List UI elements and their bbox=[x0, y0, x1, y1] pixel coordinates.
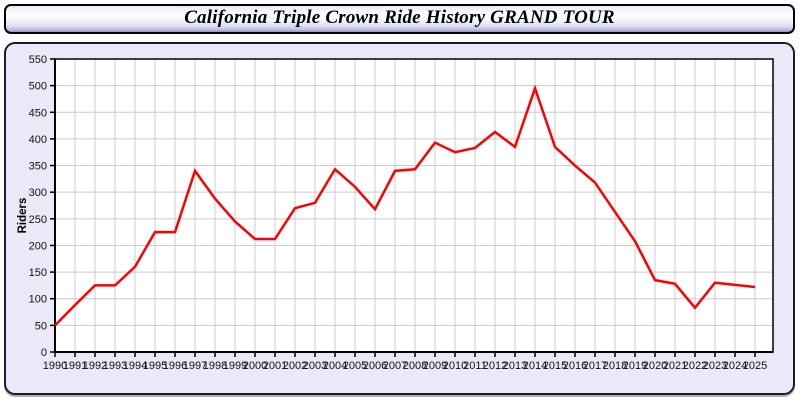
x-tick-label: 2016 bbox=[563, 360, 587, 372]
riders-series-line bbox=[54, 84, 756, 327]
x-tick-label: 1995 bbox=[143, 360, 167, 372]
y-tick-label: 450 bbox=[29, 107, 47, 119]
y-tick-label: 200 bbox=[29, 240, 47, 252]
x-tick-label: 1998 bbox=[203, 360, 227, 372]
x-tick-label: 2004 bbox=[323, 360, 347, 372]
x-tick-label: 2013 bbox=[503, 360, 527, 372]
x-tick-label: 1990 bbox=[43, 360, 67, 372]
y-tick-label: 250 bbox=[29, 214, 47, 226]
x-tick-label: 1996 bbox=[163, 360, 187, 372]
x-tick-label: 1999 bbox=[223, 360, 247, 372]
x-tick-label: 1992 bbox=[83, 360, 107, 372]
y-tick-label: 400 bbox=[29, 134, 47, 146]
y-tick-label: 350 bbox=[29, 161, 47, 173]
chart-title: California Triple Crown Ride History GRA… bbox=[184, 7, 615, 28]
x-tick-label: 2007 bbox=[383, 360, 407, 372]
x-tick-label: 2003 bbox=[303, 360, 327, 372]
x-tick-label: 1997 bbox=[183, 360, 207, 372]
y-axis-label: Riders bbox=[17, 198, 29, 234]
x-tick-label: 1991 bbox=[63, 360, 87, 372]
x-tick-label: 2009 bbox=[423, 360, 447, 372]
x-tick-label: 2025 bbox=[743, 360, 767, 372]
x-tick-label: 2019 bbox=[623, 360, 647, 372]
x-tick-label: 2001 bbox=[263, 360, 287, 372]
x-tick-label: 2014 bbox=[523, 360, 547, 372]
title-bar: California Triple Crown Ride History GRA… bbox=[4, 4, 795, 34]
x-tick-label: 2010 bbox=[443, 360, 467, 372]
x-tick-label: 2018 bbox=[603, 360, 627, 372]
x-tick-label: 2021 bbox=[663, 360, 687, 372]
y-tick-label: 550 bbox=[29, 54, 47, 66]
x-tick-label: 2022 bbox=[683, 360, 707, 372]
x-tick-label: 1993 bbox=[103, 360, 127, 372]
chart-panel: 1990 1991 1992 1993 1994 1995 1996 1997 1998 1999… bbox=[4, 42, 795, 395]
x-tick-label: 2000 bbox=[243, 360, 267, 372]
y-tick-label: 500 bbox=[29, 81, 47, 93]
x-tick-label: 2011 bbox=[463, 360, 487, 372]
x-tick-label: 2017 bbox=[583, 360, 607, 372]
x-tick-label: 2006 bbox=[363, 360, 387, 372]
y-tick-label: 50 bbox=[35, 320, 47, 332]
x-tick-label: 1994 bbox=[123, 360, 147, 372]
x-tick-label: 2008 bbox=[403, 360, 427, 372]
x-tick-label: 2024 bbox=[723, 360, 747, 372]
x-tick-label: 2005 bbox=[343, 360, 367, 372]
x-tick-label: 2015 bbox=[543, 360, 567, 372]
y-tick-label: 300 bbox=[29, 187, 47, 199]
x-tick-label: 2020 bbox=[643, 360, 667, 372]
x-tick-label: 2012 bbox=[483, 360, 507, 372]
y-tick-label: 100 bbox=[29, 294, 47, 306]
y-tick-label: 150 bbox=[29, 267, 47, 279]
x-tick-label: 2023 bbox=[703, 360, 727, 372]
x-tick-label: 2002 bbox=[283, 360, 307, 372]
ride-history-line-chart: 1990199119921993199419951996199719981999… bbox=[17, 54, 774, 372]
y-tick-label: 0 bbox=[41, 347, 47, 359]
